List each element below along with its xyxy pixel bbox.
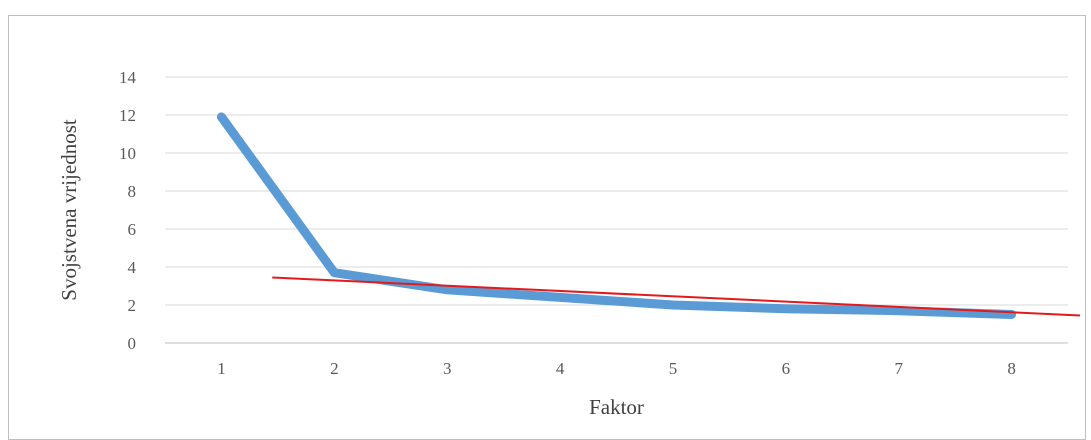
y-tick-label: 4 <box>128 258 137 277</box>
trendline-group <box>272 277 1080 315</box>
y-tick-label: 14 <box>119 68 137 87</box>
x-tick-label: 5 <box>669 359 678 378</box>
series-group <box>221 117 1011 315</box>
y-tick-label: 0 <box>128 334 137 353</box>
x-axis-title: Faktor <box>589 395 644 419</box>
x-tick-label: 1 <box>217 359 226 378</box>
x-tick-label: 2 <box>330 359 339 378</box>
x-tick-label: 4 <box>556 359 565 378</box>
y-axis-title: Svojstvena vrijednost <box>57 119 81 301</box>
y-tick-label: 10 <box>119 144 136 163</box>
y-axis-ticks: 0 2 4 6 8 10 12 14 <box>119 68 137 353</box>
x-tick-label: 7 <box>894 359 903 378</box>
x-axis-ticks: 1 2 3 4 5 6 7 8 <box>217 359 1016 378</box>
x-tick-label: 6 <box>782 359 791 378</box>
y-tick-label: 6 <box>128 220 137 239</box>
y-tick-label: 12 <box>119 106 136 125</box>
y-tick-label: 2 <box>128 296 137 315</box>
series-line <box>221 117 1011 315</box>
x-tick-label: 3 <box>443 359 452 378</box>
x-tick-label: 8 <box>1007 359 1016 378</box>
y-tick-label: 8 <box>128 182 137 201</box>
trendline <box>272 277 1080 315</box>
